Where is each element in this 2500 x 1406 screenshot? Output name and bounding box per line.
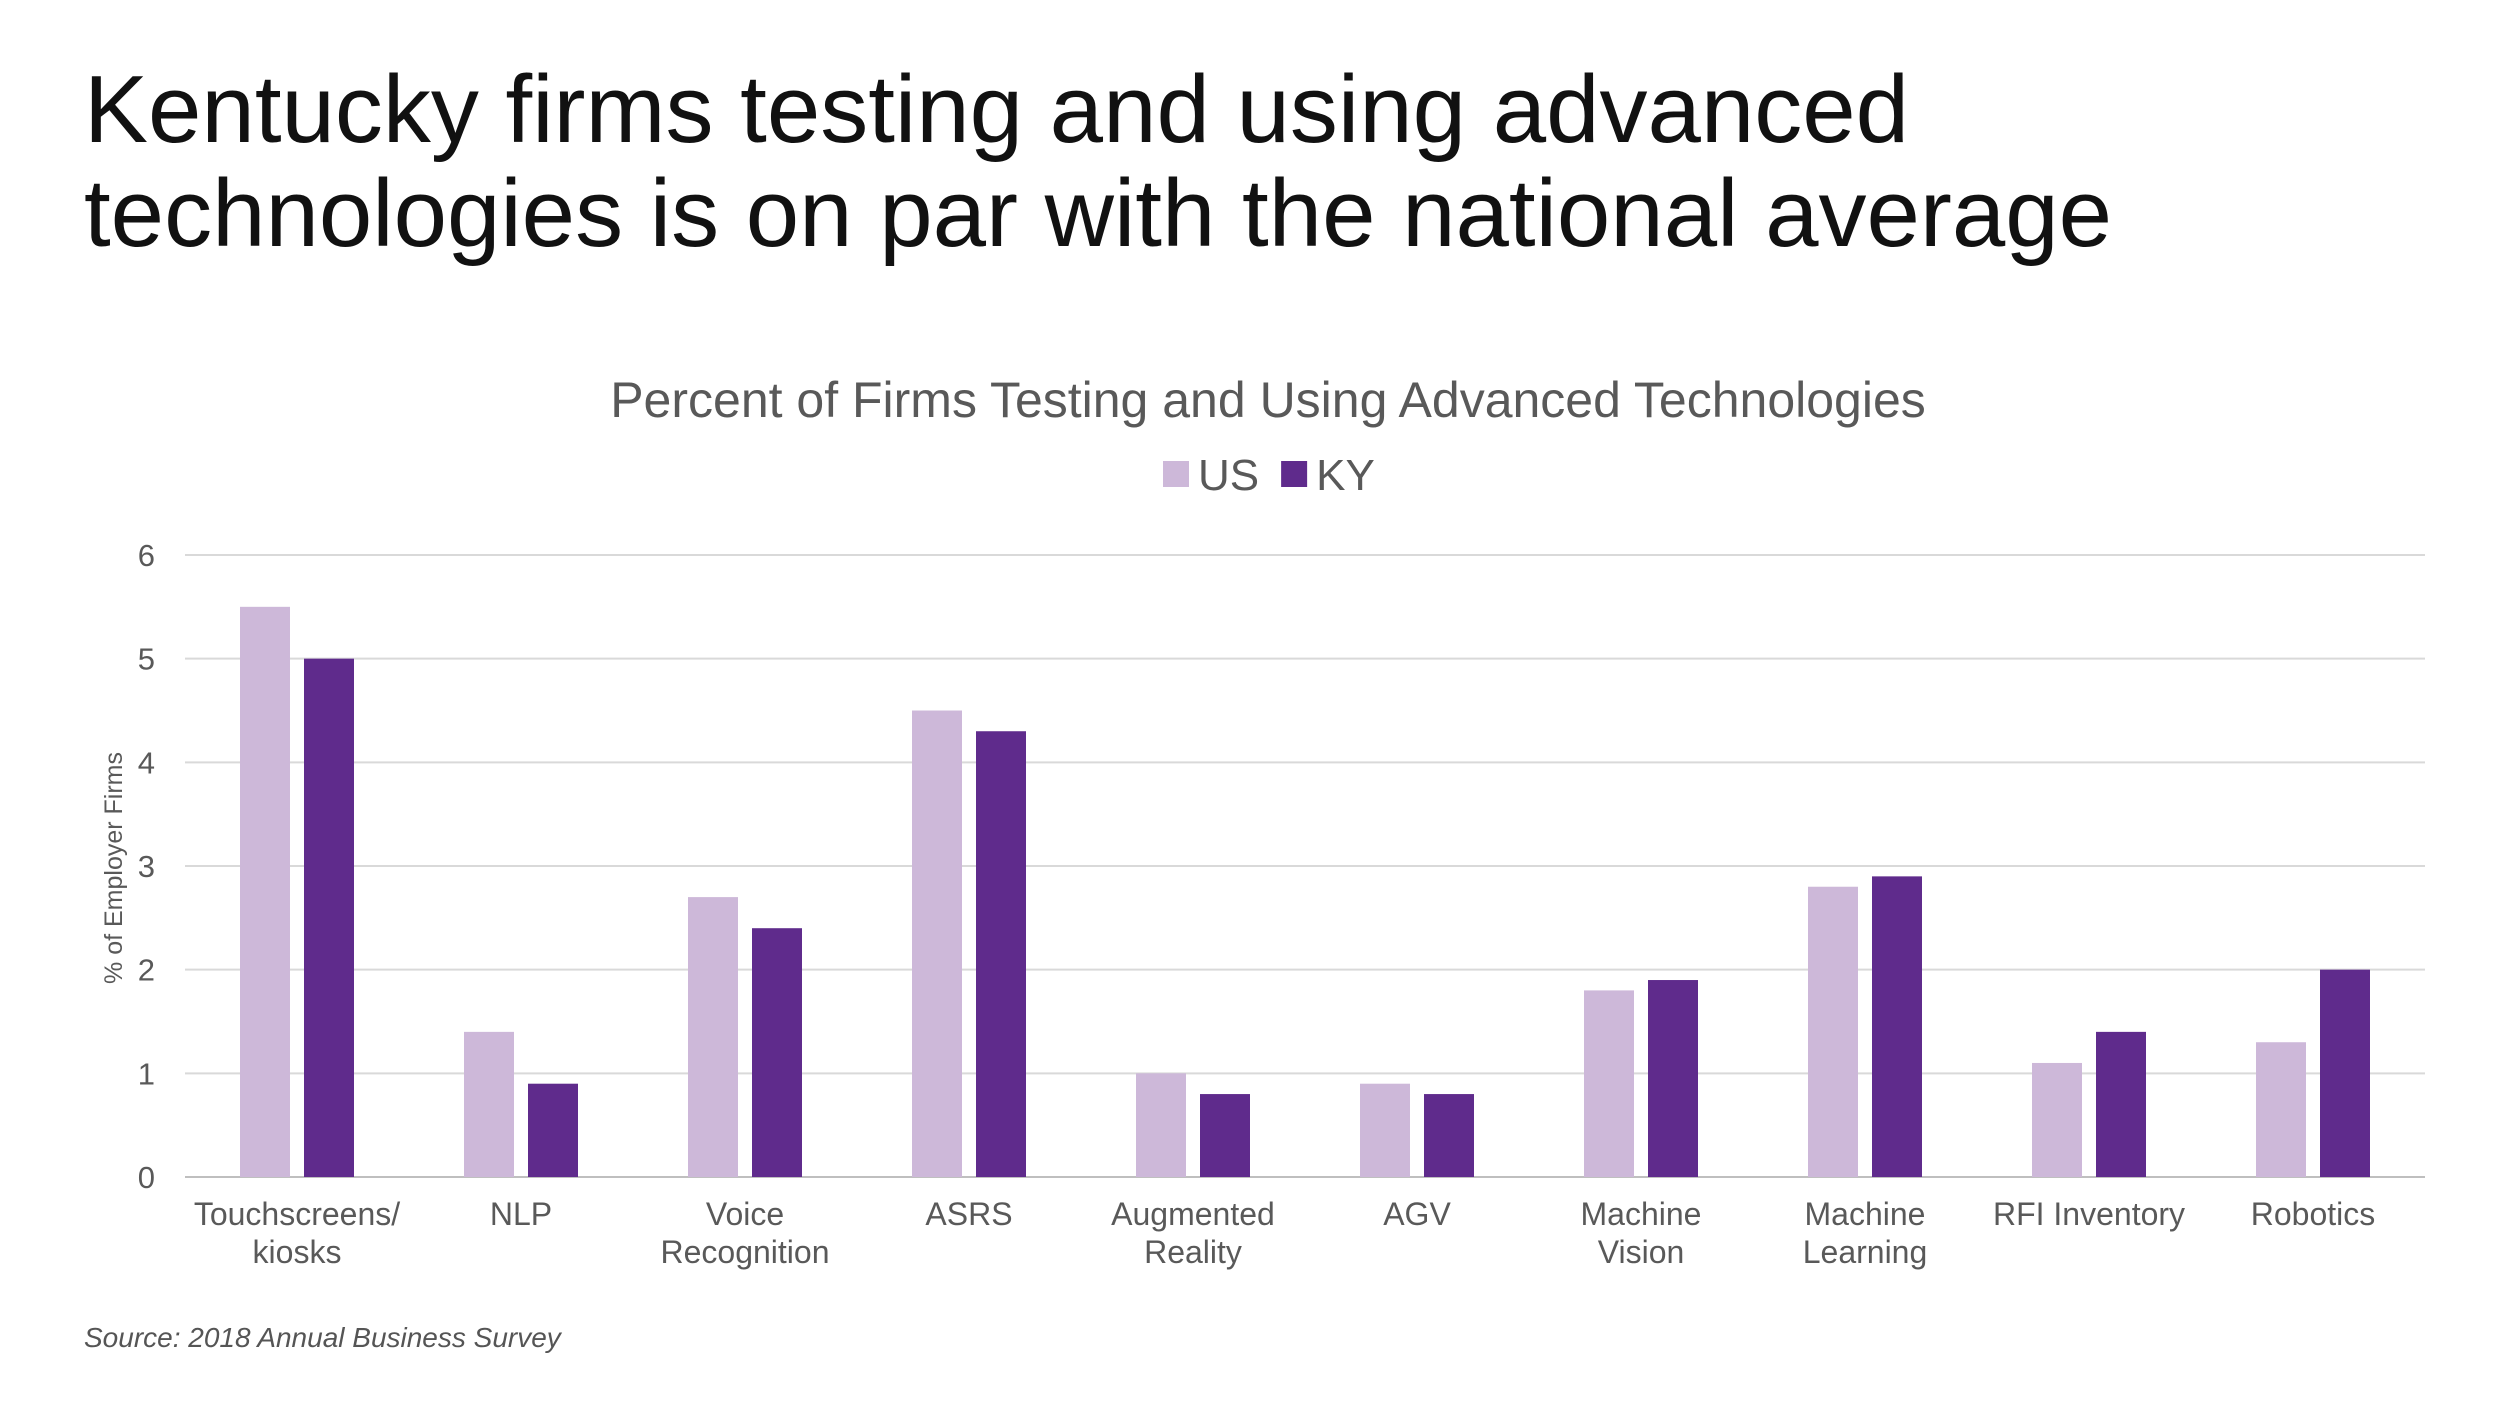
bar-ky-0 bbox=[304, 658, 354, 1177]
bar-us-6 bbox=[1584, 990, 1634, 1177]
bar-ky-2 bbox=[752, 928, 802, 1177]
slide-title-line-1: Kentucky firms testing and using advance… bbox=[84, 56, 1910, 163]
bar-us-7 bbox=[1808, 886, 1858, 1177]
y-tick-label-6: 6 bbox=[138, 538, 155, 573]
legend-label-ky: KY bbox=[1316, 451, 1375, 500]
x-tick-label-3-0: ASRS bbox=[925, 1196, 1012, 1232]
bar-us-1 bbox=[464, 1031, 514, 1177]
bar-ky-3 bbox=[976, 731, 1026, 1177]
x-tick-label-9-0: Robotics bbox=[2251, 1196, 2376, 1232]
legend-label-us: US bbox=[1198, 451, 1259, 500]
source-note: Source: 2018 Annual Business Survey bbox=[84, 1322, 561, 1353]
x-tick-label-5-0: AGV bbox=[1383, 1196, 1451, 1232]
bar-us-2 bbox=[688, 897, 738, 1177]
bar-us-8 bbox=[2032, 1062, 2082, 1177]
y-tick-label-3: 3 bbox=[138, 849, 155, 884]
bar-ky-4 bbox=[1200, 1094, 1250, 1177]
x-tick-label-2-0: Voice bbox=[706, 1196, 784, 1232]
bar-us-9 bbox=[2256, 1042, 2306, 1177]
x-tick-label-4-0: Augmented bbox=[1111, 1196, 1275, 1232]
y-tick-label-4: 4 bbox=[138, 745, 155, 780]
x-tick-label-7-1: Learning bbox=[1803, 1234, 1928, 1270]
bar-us-0 bbox=[240, 606, 290, 1177]
bar-us-3 bbox=[912, 710, 962, 1177]
bar-ky-9 bbox=[2320, 969, 2370, 1177]
x-tick-label-0-1: kiosks bbox=[253, 1234, 342, 1270]
y-tick-label-5: 5 bbox=[138, 642, 155, 677]
x-tick-label-7-0: Machine bbox=[1805, 1196, 1926, 1232]
bar-us-4 bbox=[1136, 1073, 1186, 1177]
y-tick-label-1: 1 bbox=[138, 1056, 155, 1091]
bars bbox=[240, 606, 2370, 1177]
x-tick-label-8-0: RFI Inventory bbox=[1993, 1196, 2185, 1232]
bar-ky-5 bbox=[1424, 1094, 1474, 1177]
legend-swatch-us bbox=[1163, 461, 1189, 487]
x-tick-label-6-0: Machine bbox=[1581, 1196, 1702, 1232]
x-tick-label-2-1: Recognition bbox=[661, 1234, 830, 1270]
y-tick-label-2: 2 bbox=[138, 953, 155, 988]
chart-title: Percent of Firms Testing and Using Advan… bbox=[610, 372, 1926, 428]
slide-title-line-2: technologies is on par with the national… bbox=[84, 160, 2112, 267]
x-tick-label-0-0: Touchscreens/ bbox=[194, 1196, 400, 1232]
y-tick-label-0: 0 bbox=[138, 1160, 155, 1195]
bar-us-5 bbox=[1360, 1083, 1410, 1177]
x-tick-label-1-0: NLP bbox=[490, 1196, 552, 1232]
legend-swatch-ky bbox=[1281, 461, 1308, 487]
bar-ky-8 bbox=[2096, 1031, 2146, 1177]
slide-title: Kentucky firms testing and using advance… bbox=[84, 58, 2464, 266]
y-axis-label: % of Employer Firms bbox=[100, 752, 128, 984]
gridlines bbox=[185, 554, 2425, 1178]
bar-ky-1 bbox=[528, 1083, 578, 1177]
bar-ky-7 bbox=[1872, 876, 1922, 1177]
chart-legend: US KY bbox=[1163, 451, 1375, 500]
x-tick-label-6-1: Vision bbox=[1598, 1234, 1685, 1270]
bar-ky-6 bbox=[1648, 980, 1698, 1177]
x-tick-label-4-1: Reality bbox=[1144, 1234, 1242, 1270]
y-axis-ticks: 0 1 2 3 4 5 6 bbox=[138, 538, 155, 1195]
